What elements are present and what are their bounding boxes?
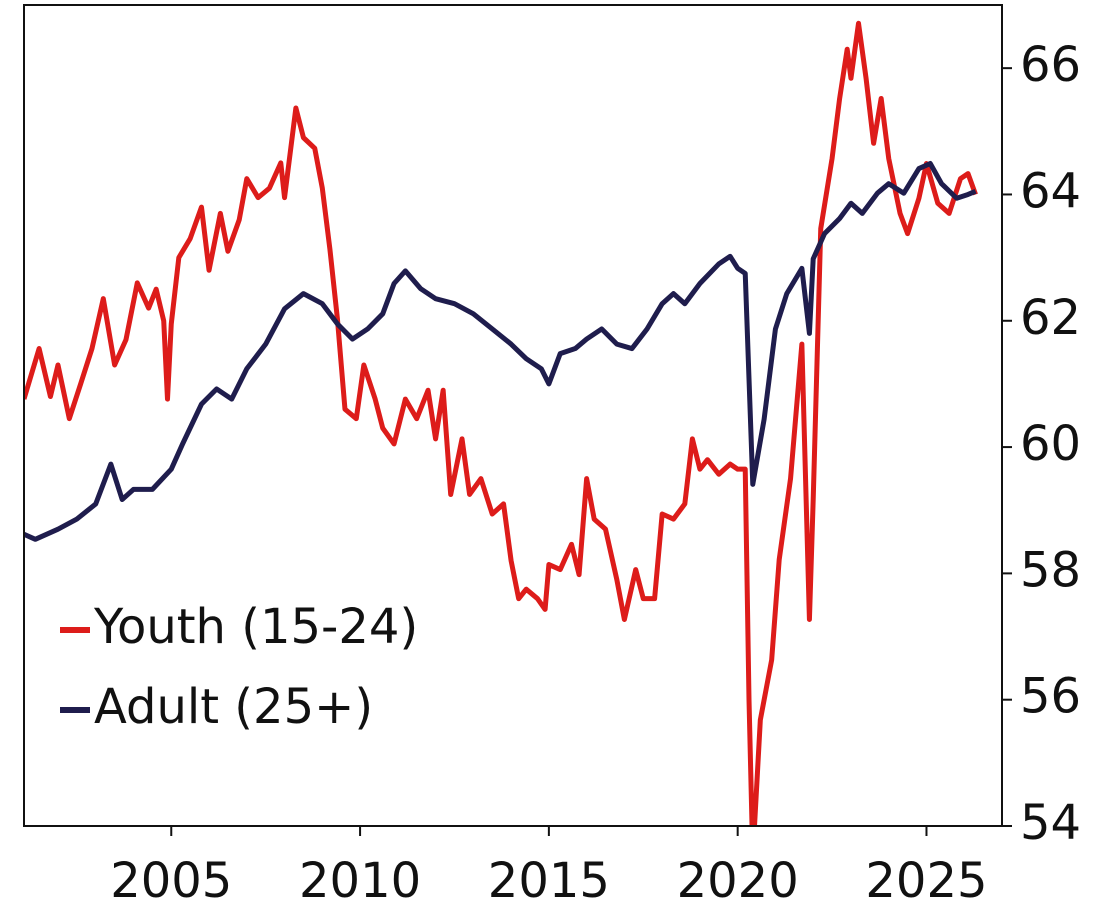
y-tick-label: 54 bbox=[1020, 795, 1081, 851]
legend-label: Youth (15-24) bbox=[93, 599, 418, 655]
x-tick-label: 2020 bbox=[677, 853, 799, 909]
legend-label: Adult (25+) bbox=[94, 679, 373, 735]
y-tick-label: 62 bbox=[1020, 290, 1081, 346]
y-tick-label: 64 bbox=[1020, 163, 1081, 219]
y-tick-label: 66 bbox=[1020, 37, 1081, 93]
y-tick-label: 56 bbox=[1020, 669, 1081, 725]
x-tick-label: 2025 bbox=[865, 853, 987, 909]
plot-lines bbox=[24, 20, 978, 826]
plot-frame bbox=[23, 4, 1003, 827]
x-tick-label: 2010 bbox=[299, 853, 421, 909]
x-tick-label: 2015 bbox=[488, 853, 610, 909]
series-line bbox=[24, 20, 978, 826]
x-tick-label: 2005 bbox=[110, 853, 232, 909]
y-tick-label: 60 bbox=[1020, 416, 1081, 472]
series-line bbox=[24, 161, 977, 542]
y-tick-label: 58 bbox=[1020, 542, 1081, 598]
